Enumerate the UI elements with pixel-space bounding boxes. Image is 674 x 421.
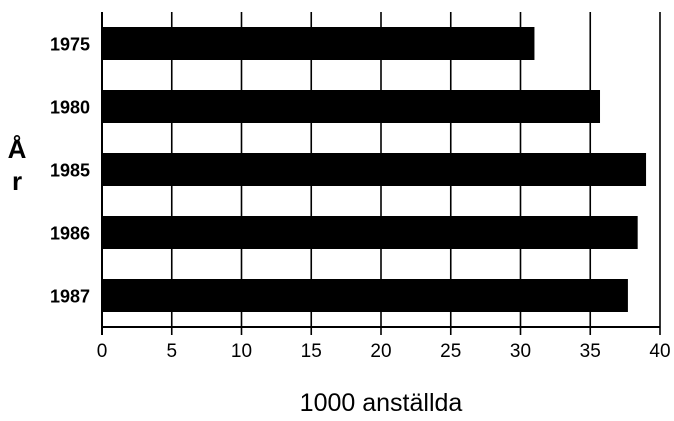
x-axis-title: 1000 anställda — [300, 389, 463, 417]
x-tick-label-10: 10 — [231, 341, 252, 362]
x-tick-label-30: 30 — [510, 341, 531, 362]
bar-1987 — [102, 279, 628, 312]
category-label-1985: 1985 — [50, 161, 90, 181]
x-tick-labels: 0 5 10 15 20 25 30 35 40 — [97, 341, 671, 362]
category-labels: 1975 1980 1985 1986 1987 — [50, 35, 90, 307]
x-tick-label-0: 0 — [97, 341, 108, 362]
category-label-1980: 1980 — [50, 98, 90, 118]
y-axis-title-line-1: Å — [8, 134, 27, 164]
x-tick-label-25: 25 — [440, 341, 461, 362]
y-axis-title-line-2: r — [12, 166, 22, 196]
x-tick-label-5: 5 — [166, 341, 177, 362]
x-tick-label-40: 40 — [649, 341, 670, 362]
bars — [102, 27, 647, 312]
bar-1980 — [102, 90, 601, 123]
bar-1975 — [102, 27, 535, 60]
category-label-1986: 1986 — [50, 224, 90, 244]
category-label-1987: 1987 — [50, 287, 90, 307]
x-tick-label-20: 20 — [370, 341, 391, 362]
x-tick-label-35: 35 — [580, 341, 601, 362]
category-label-1975: 1975 — [50, 35, 90, 55]
x-tick-label-15: 15 — [301, 341, 322, 362]
bar-1985 — [102, 153, 647, 186]
bar-1986 — [102, 216, 638, 249]
